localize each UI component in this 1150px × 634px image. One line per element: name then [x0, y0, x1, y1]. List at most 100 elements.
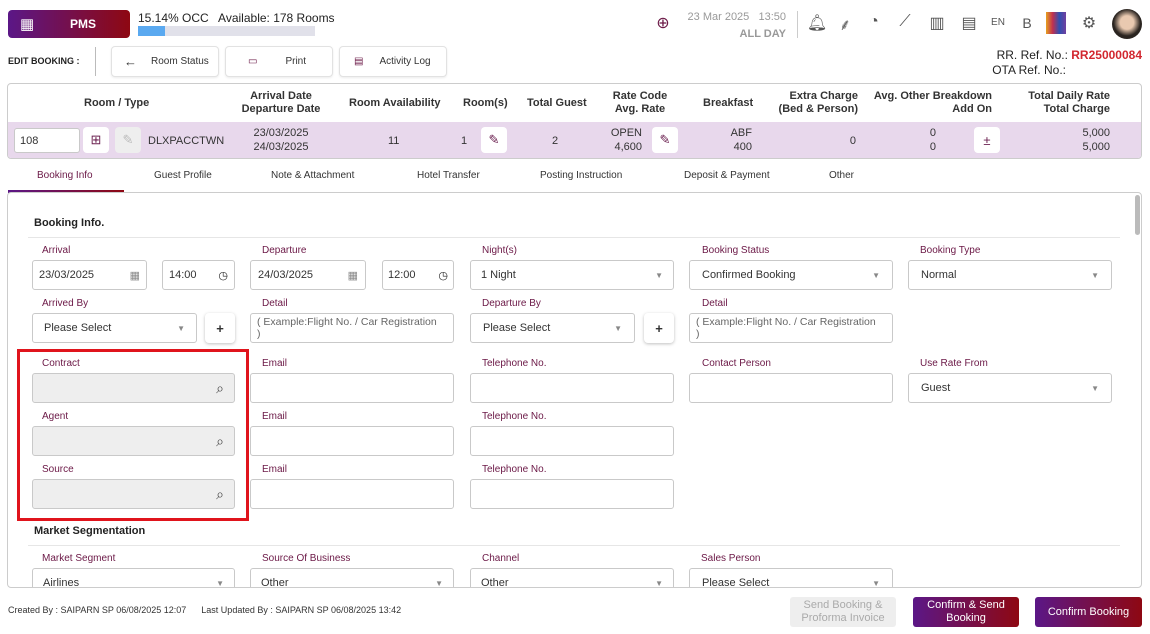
contract-search-input[interactable]: ⌕: [32, 373, 235, 403]
label: Email: [262, 464, 288, 475]
occupancy-text: 15.14% OCC Available: 178 Rooms: [138, 11, 335, 25]
add-on-icon[interactable]: ±: [974, 127, 1000, 153]
clock-icon[interactable]: ◷: [218, 269, 228, 282]
theme-palette-icon[interactable]: [1046, 12, 1066, 34]
arrival-date-input[interactable]: 23/03/2025 ▦: [32, 260, 147, 290]
header: Room Availability: [349, 97, 441, 109]
gear-icon[interactable]: ⚙: [1081, 15, 1097, 32]
add-departure-by-button[interactable]: +: [644, 313, 674, 343]
tab-hotel-transfer[interactable]: Hotel Transfer: [417, 170, 480, 181]
edit-rooms-icon[interactable]: ✎: [481, 127, 507, 153]
source-of-business-select[interactable]: Other ▼: [250, 568, 454, 587]
agent-search-input[interactable]: ⌕: [32, 426, 235, 456]
occupancy-bar: [138, 26, 315, 36]
confirm-send-booking-button[interactable]: Confirm & Send Booking: [913, 597, 1019, 627]
nights-select[interactable]: 1 Night ▼: [470, 260, 674, 290]
search-icon[interactable]: ⌕: [216, 432, 224, 449]
add-arrived-by-button[interactable]: +: [205, 313, 235, 343]
scrollbar[interactable]: [1135, 195, 1140, 235]
font-size-button[interactable]: B: [1022, 15, 1032, 31]
label: Arrival: [42, 245, 71, 256]
hotel-icon: ▦: [20, 16, 35, 33]
calendar-icon[interactable]: ▦: [129, 269, 140, 282]
market-segment-select[interactable]: Airlines ▼: [32, 568, 235, 587]
booking-status-select[interactable]: Confirmed Booking ▼: [689, 260, 893, 290]
edit-rate-icon[interactable]: ✎: [652, 127, 678, 153]
channel-select[interactable]: Other ▼: [470, 568, 674, 587]
confirm-booking-button[interactable]: Confirm Booking: [1035, 597, 1142, 627]
avatar[interactable]: [1112, 9, 1142, 39]
room-number-input[interactable]: 108: [14, 128, 80, 153]
booking-type-select[interactable]: Normal ▼: [908, 260, 1112, 290]
tab-guest-profile[interactable]: Guest Profile: [154, 170, 212, 181]
label: Sales Person: [701, 553, 761, 564]
sales-person-select[interactable]: Please Select ▼: [689, 568, 893, 587]
activity-log-button[interactable]: ▤ Activity Log: [339, 46, 447, 77]
clock-icon[interactable]: ◷: [438, 269, 448, 282]
edit-disabled-icon: ✎: [115, 127, 141, 153]
calendar-icon[interactable]: ▦: [347, 269, 358, 282]
header: Extra Charge (Bed & Person): [778, 90, 858, 115]
rooms: 1: [461, 135, 468, 147]
tab-other[interactable]: Other: [829, 170, 855, 181]
contract-telephone-input[interactable]: [470, 373, 674, 403]
label: Detail: [262, 298, 288, 309]
departure-date-input[interactable]: 24/03/2025 ▦: [250, 260, 366, 290]
source-search-input[interactable]: ⌕: [32, 479, 235, 509]
arrival-detail-input[interactable]: ( Example:Flight No. / Car Registration …: [250, 313, 454, 343]
bell-icon[interactable]: 🔔︎: [806, 15, 828, 32]
line-chart-icon[interactable]: ⟋: [899, 13, 911, 30]
header: Room / Type: [84, 97, 150, 109]
label: Email: [262, 411, 288, 422]
search-icon[interactable]: ⌕: [216, 485, 224, 502]
source-email-input[interactable]: [250, 479, 454, 509]
contact-person-input[interactable]: [689, 373, 893, 403]
search-icon[interactable]: ⌕: [216, 379, 224, 396]
tab-note-attachment[interactable]: Note & Attachment: [271, 170, 355, 181]
label: Contact Person: [702, 358, 771, 369]
label: Agent: [42, 411, 69, 422]
agent-telephone-input[interactable]: [470, 426, 674, 456]
add-room-icon[interactable]: ⊞: [83, 127, 109, 153]
tab-posting-instruction[interactable]: Posting Instruction: [540, 170, 623, 181]
room-type: DLXPACCTWN: [148, 135, 225, 147]
label: Telephone No.: [482, 358, 547, 369]
pms-logo-button[interactable]: ▦ PMS: [8, 10, 130, 38]
label: Email: [262, 358, 288, 369]
label: Telephone No.: [482, 411, 547, 422]
arrived-by-select[interactable]: Please Select ▼: [32, 313, 197, 343]
divider: [28, 545, 1120, 546]
header: Total Daily Rate Total Charge: [1028, 90, 1110, 115]
room-status-button[interactable]: ← Room Status: [111, 46, 219, 77]
source-telephone-input[interactable]: [470, 479, 674, 509]
departure-detail-input[interactable]: ( Example:Flight No. / Car Registration …: [689, 313, 893, 343]
contract-email-input[interactable]: [250, 373, 454, 403]
pie-icon[interactable]: ◔: [869, 13, 879, 30]
bar-chart-icon[interactable]: ▥: [929, 15, 945, 32]
page-title: EDIT BOOKING :: [8, 56, 80, 66]
table-row: 108 ⊞ ✎ DLXPACCTWN 23/03/2025 24/03/2025 …: [8, 122, 1141, 158]
label: Room Status: [151, 56, 209, 67]
departure-by-select[interactable]: Please Select ▼: [470, 313, 635, 343]
agent-email-input[interactable]: [250, 426, 454, 456]
reference-numbers: RR. Ref. No.: RR25000084 OTA Ref. No.:: [992, 48, 1142, 77]
print-button[interactable]: ▭ Print: [225, 46, 333, 77]
language-button[interactable]: EN: [991, 17, 1005, 28]
tab-deposit-payment[interactable]: Deposit & Payment: [684, 170, 770, 181]
use-rate-from-select[interactable]: Guest ▼: [908, 373, 1112, 403]
label: Source Of Business: [262, 553, 351, 564]
totals: 5,000 5,000: [1082, 127, 1110, 153]
departure-time-input[interactable]: 12:00 ◷: [382, 260, 454, 290]
header: Room(s): [463, 97, 508, 109]
tab-booking-info[interactable]: Booking Info: [37, 170, 93, 181]
label: Telephone No.: [482, 464, 547, 475]
report-icon[interactable]: ▤: [961, 15, 977, 32]
globe-icon[interactable]: ⊕: [656, 15, 670, 32]
brain-icon[interactable]: ⸙: [838, 17, 851, 34]
audit-info: Created By : SAIPARN SP 06/08/2025 12:07…: [8, 605, 402, 615]
section-title: Booking Info.: [34, 217, 105, 229]
label: Departure: [262, 245, 307, 256]
guest-count: 2: [552, 135, 559, 147]
divider: [95, 47, 96, 76]
arrival-time-input[interactable]: 14:00 ◷: [162, 260, 235, 290]
